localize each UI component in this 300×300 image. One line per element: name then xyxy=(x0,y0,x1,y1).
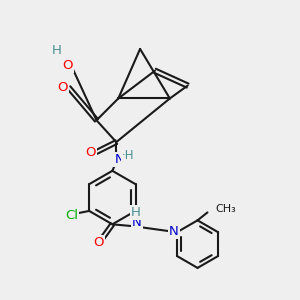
Text: H: H xyxy=(131,206,141,219)
Text: O: O xyxy=(58,81,68,94)
Text: O: O xyxy=(62,59,73,72)
Text: O: O xyxy=(85,146,96,160)
Text: H: H xyxy=(52,44,62,57)
Text: ·H: ·H xyxy=(122,149,134,162)
Text: N: N xyxy=(114,153,124,167)
Text: CH₃: CH₃ xyxy=(215,204,236,214)
Text: N: N xyxy=(132,216,142,229)
Text: Cl: Cl xyxy=(65,209,78,222)
Text: N: N xyxy=(169,225,179,238)
Text: O: O xyxy=(93,236,104,249)
